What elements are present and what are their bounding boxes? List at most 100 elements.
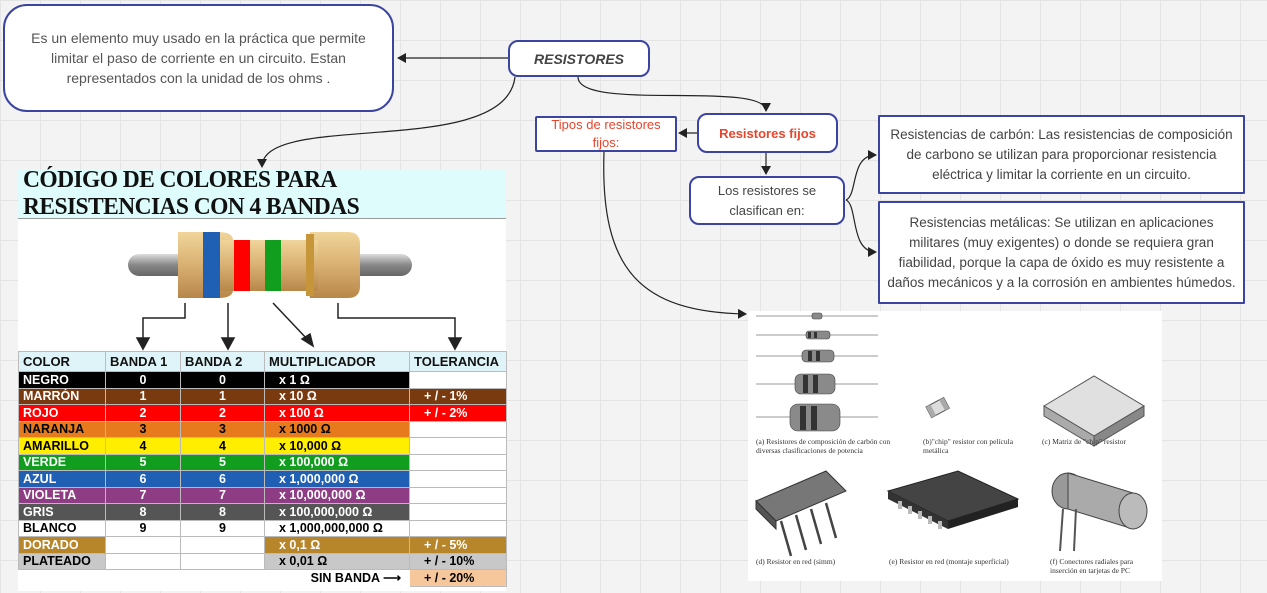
- band1-cell: 0: [105, 371, 181, 389]
- resistor-types-drawing: [755, 312, 1148, 557]
- fijos-label: Resistores fijos: [719, 125, 816, 141]
- root-label: RESISTORES: [534, 50, 624, 67]
- band2-cell: 2: [180, 404, 265, 422]
- multiplier-cell: x 10 Ω: [264, 387, 410, 405]
- band2-cell: 5: [180, 453, 265, 471]
- no-band-row: SIN BANDA ⟶ + / - 20%: [18, 569, 507, 587]
- header-multiplier: MULTIPLICADOR: [264, 351, 410, 372]
- multiplier-cell: x 100 Ω: [264, 404, 410, 422]
- no-band-cell: SIN BANDA ⟶: [18, 569, 410, 587]
- color-code-table: COLOR BANDA 1 BANDA 2 MULTIPLICADOR TOLE…: [18, 351, 507, 587]
- color-row: AMARILLO 4 4 x 10,000 Ω: [18, 437, 507, 455]
- link-tipos-photo: [603, 151, 747, 319]
- band1-cell: 8: [105, 503, 181, 521]
- band1-cell: 7: [105, 486, 181, 504]
- color-name-cell: PLATEADO: [18, 552, 106, 570]
- multiplier-cell: x 100,000,000 Ω: [264, 503, 410, 521]
- tolerance-cell: [409, 503, 507, 521]
- band2-cell: 6: [180, 470, 265, 488]
- header-band2: BANDA 2: [180, 351, 265, 372]
- color-row: ROJO 2 2 x 100 Ω + / - 2%: [18, 404, 507, 422]
- band2-cell: 0: [180, 371, 265, 389]
- band1-cell: 9: [105, 519, 181, 537]
- color-name-cell: NARANJA: [18, 420, 106, 438]
- color-row: BLANCO 9 9 x 1,000,000,000 Ω: [18, 519, 507, 537]
- color-code-title: CÓDIGO DE COLORES PARA RESISTENCIAS CON …: [18, 167, 506, 220]
- band1-cell: 3: [105, 420, 181, 438]
- tolerance-cell: [409, 453, 507, 471]
- band2-cell: 3: [180, 420, 265, 438]
- tolerance-cell: [409, 437, 507, 455]
- band1-cell: 5: [105, 453, 181, 471]
- color-name-cell: DORADO: [18, 536, 106, 554]
- color-name-cell: NEGRO: [18, 371, 106, 389]
- color-name-cell: VIOLETA: [18, 486, 106, 504]
- band2-cell: 8: [180, 503, 265, 521]
- multiplier-cell: x 1 Ω: [264, 371, 410, 389]
- header-color: COLOR: [18, 351, 106, 372]
- band1-cell: 2: [105, 404, 181, 422]
- multiplier-cell: x 1,000,000,000 Ω: [264, 519, 410, 537]
- definition-text: Es un elemento muy usado en la práctica …: [31, 30, 366, 86]
- header-band1: BANDA 1: [105, 351, 181, 372]
- color-row: AZUL 6 6 x 1,000,000 Ω: [18, 470, 507, 488]
- link-clas-carbon: [845, 150, 877, 201]
- tolerance-cell: + / - 2%: [409, 404, 507, 422]
- tolerance-cell: + / - 10%: [409, 552, 507, 570]
- link-clas-metal: [845, 199, 877, 257]
- band2-cell: 4: [180, 437, 265, 455]
- band1-cell: [105, 536, 181, 554]
- no-band-tolerance: + / - 20%: [409, 569, 507, 587]
- multiplier-cell: x 0,1 Ω: [264, 536, 410, 554]
- multiplier-cell: x 1000 Ω: [264, 420, 410, 438]
- band1-cell: 4: [105, 437, 181, 455]
- color-row: VIOLETA 7 7 x 10,000,000 Ω: [18, 486, 507, 504]
- color-code-image[interactable]: CÓDIGO DE COLORES PARA RESISTENCIAS CON …: [18, 167, 507, 591]
- carbon-node[interactable]: Resistencias de carbón: Las resistencias…: [878, 115, 1245, 194]
- resistor-types-photo[interactable]: (a) Resistores de composición de carbón …: [748, 311, 1162, 581]
- metal-text: Resistencias metálicas: Se utilizan en a…: [887, 214, 1236, 290]
- color-row: NEGRO 0 0 x 1 Ω: [18, 371, 507, 389]
- multiplier-cell: x 10,000 Ω: [264, 437, 410, 455]
- tipos-node[interactable]: Tipos de resistores fijos:: [535, 116, 677, 152]
- tolerance-cell: + / - 1%: [409, 387, 507, 405]
- band1-cell: 6: [105, 470, 181, 488]
- tolerance-cell: [409, 470, 507, 488]
- band2-cell: 7: [180, 486, 265, 504]
- tipos-label: Tipos de resistores fijos:: [551, 117, 661, 150]
- definition-node[interactable]: Es un elemento muy usado en la práctica …: [3, 4, 394, 112]
- band2-cell: [180, 552, 265, 570]
- color-row: NARANJA 3 3 x 1000 Ω: [18, 420, 507, 438]
- caption-d: (d) Resistor en red (simm): [756, 557, 836, 566]
- band2-cell: [180, 536, 265, 554]
- tolerance-cell: [409, 371, 507, 389]
- color-name-cell: AMARILLO: [18, 437, 106, 455]
- color-row: MARRÓN 1 1 x 10 Ω + / - 1%: [18, 387, 507, 405]
- color-row: DORADO x 0,1 Ω + / - 5%: [18, 536, 507, 554]
- caption-c: (c) Matriz de "chip" resistor: [1042, 437, 1127, 446]
- root-node[interactable]: RESISTORES: [508, 40, 650, 77]
- clasifican-node[interactable]: Los resistores se clasifican en:: [689, 176, 845, 225]
- band1-cell: 1: [105, 387, 181, 405]
- metal-node[interactable]: Resistencias metálicas: Se utilizan en a…: [878, 201, 1245, 304]
- caption-b: (b)"chip" resistor con película metálica: [923, 437, 1014, 455]
- caption-e: (e) Resistor en red (montaje superficial…: [889, 557, 1009, 566]
- clasifican-label: Los resistores se clasifican en:: [717, 182, 817, 218]
- no-band-label: SIN BANDA: [310, 570, 380, 585]
- link-root-fijos: [577, 76, 771, 112]
- caption-f: (f) Conectores radiales para inserción e…: [1050, 557, 1134, 575]
- carbon-text: Resistencias de carbón: Las resistencias…: [890, 126, 1233, 182]
- color-name-cell: AZUL: [18, 470, 106, 488]
- resistor-illustration: [128, 232, 463, 351]
- arrow-right-icon: ⟶: [379, 570, 401, 585]
- fijos-node[interactable]: Resistores fijos: [697, 113, 838, 153]
- tolerance-cell: + / - 5%: [409, 536, 507, 554]
- tolerance-cell: [409, 486, 507, 504]
- multiplier-cell: x 1,000,000 Ω: [264, 470, 410, 488]
- color-name-cell: VERDE: [18, 453, 106, 471]
- color-row: VERDE 5 5 x 100,000 Ω: [18, 453, 507, 471]
- band2-cell: 9: [180, 519, 265, 537]
- tolerance-cell: [409, 420, 507, 438]
- header-tolerance: TOLERANCIA: [409, 351, 507, 372]
